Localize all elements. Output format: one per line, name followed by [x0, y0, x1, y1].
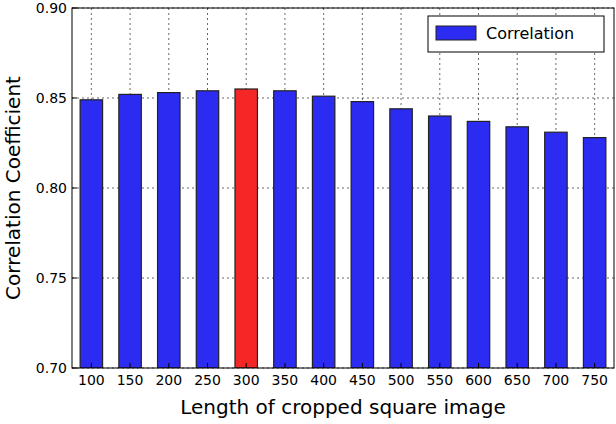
x-tick-label: 250 — [194, 372, 221, 388]
y-axis-label: Correlation Coefficient — [1, 76, 25, 300]
bar — [583, 138, 605, 368]
y-tick-label: 0.80 — [36, 180, 67, 196]
x-tick — [478, 363, 479, 368]
y-tick-label: 0.85 — [36, 90, 67, 106]
x-tick-label: 350 — [272, 372, 299, 388]
x-tick — [594, 363, 595, 368]
bar — [119, 94, 141, 368]
chart: 0.70 0.75 0.80 0.85 0.90 100 150 200 250 300 350 40… — [0, 0, 616, 424]
x-tick — [517, 363, 518, 368]
bar — [158, 93, 180, 368]
x-tick — [284, 363, 285, 368]
legend-swatch — [436, 26, 476, 40]
bar — [467, 121, 489, 368]
y-tick — [72, 98, 77, 99]
bar — [80, 100, 102, 368]
x-tick-label: 150 — [117, 372, 144, 388]
bar — [351, 102, 373, 368]
x-tick-label: 450 — [349, 372, 376, 388]
y-tick — [72, 278, 77, 279]
y-grid-line — [72, 278, 614, 279]
x-tick — [555, 363, 556, 368]
y-grid-line — [72, 98, 614, 99]
x-tick — [401, 363, 402, 368]
x-tick-label: 100 — [78, 372, 105, 388]
y-tick — [72, 188, 77, 189]
x-tick-label: 700 — [543, 372, 570, 388]
legend-label: Correlation — [486, 24, 574, 43]
legend-box — [428, 16, 604, 52]
bar — [312, 96, 334, 368]
x-tick — [130, 363, 131, 368]
x-axis-label: Length of cropped square image — [180, 395, 506, 419]
x-tick-label: 200 — [155, 372, 182, 388]
x-tick-label: 550 — [426, 372, 453, 388]
x-tick — [246, 363, 247, 368]
y-tick-label: 0.75 — [36, 270, 67, 286]
plot-frame — [72, 8, 614, 368]
y-tick — [72, 8, 77, 9]
bar — [429, 116, 451, 368]
bars — [80, 89, 606, 368]
bar — [235, 89, 257, 368]
x-tick-label: 300 — [233, 372, 260, 388]
bar — [196, 91, 218, 368]
x-tick — [362, 363, 363, 368]
x-tick — [91, 363, 92, 368]
bar — [506, 127, 528, 368]
y-grid-line — [72, 188, 614, 189]
x-tick-label: 600 — [465, 372, 492, 388]
y-tick-label: 0.90 — [36, 0, 67, 16]
x-tick — [168, 363, 169, 368]
x-tick-label: 500 — [388, 372, 415, 388]
x-tick — [323, 363, 324, 368]
bar — [274, 91, 296, 368]
x-tick-label: 750 — [581, 372, 608, 388]
y-tick-label: 0.70 — [36, 360, 67, 376]
x-tick-label: 400 — [310, 372, 337, 388]
bar — [545, 132, 567, 368]
x-tick-label: 650 — [504, 372, 531, 388]
x-tick — [207, 363, 208, 368]
bar — [390, 109, 412, 368]
x-tick — [439, 363, 440, 368]
y-tick — [72, 368, 77, 369]
